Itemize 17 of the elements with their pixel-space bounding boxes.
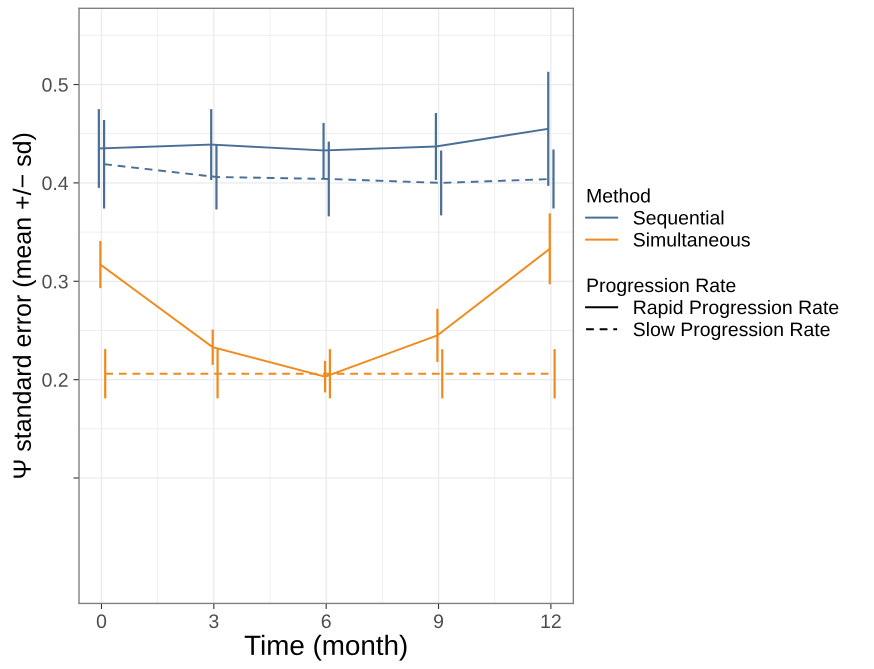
y-tick-label: 0.3: [42, 274, 68, 289]
x-tick-label: 0: [96, 614, 106, 628]
x-tick-label: 12: [542, 614, 561, 628]
x-axis-title: Time (month): [244, 634, 407, 661]
y-axis-title: Ψ standard error (mean +/− sd): [12, 134, 36, 478]
text: Rapid Progression Rate: [634, 300, 838, 318]
text: Method: [588, 188, 650, 203]
y-tick-label: 0.2: [42, 373, 68, 387]
x-tick-label: 6: [322, 614, 331, 628]
y-tick-label: 0.4: [42, 176, 68, 190]
legend-label: Simultaneous: [634, 232, 750, 247]
y-tick-label: 0.5: [42, 78, 68, 92]
x-tick-label: 3: [209, 614, 218, 628]
text: Slow Progression Rate: [634, 322, 830, 340]
legend-label: Sequential: [634, 210, 724, 228]
text: Progression Rate: [588, 278, 736, 296]
x-tick-label: 9: [434, 614, 444, 628]
